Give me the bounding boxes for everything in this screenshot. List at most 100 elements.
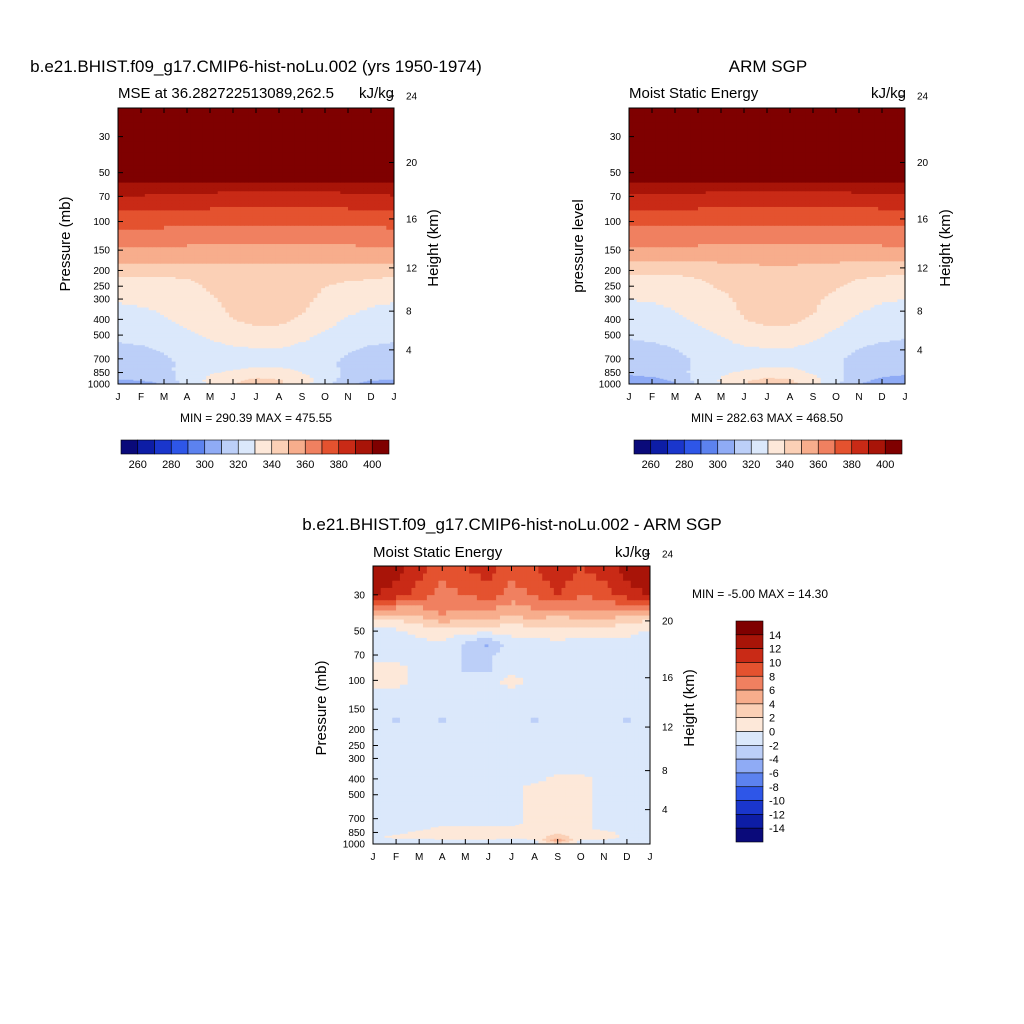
heatmap-cell bbox=[336, 357, 341, 360]
heatmap-cell bbox=[309, 339, 314, 343]
heatmap-cell bbox=[367, 284, 372, 287]
heatmap-cell bbox=[263, 309, 268, 313]
heatmap-cell bbox=[121, 347, 127, 350]
heatmap-cell bbox=[321, 362, 326, 365]
heatmap-cell bbox=[244, 344, 249, 347]
heatmap-cell bbox=[121, 294, 127, 297]
heatmap-cell bbox=[152, 353, 157, 356]
heatmap-cell bbox=[355, 353, 360, 356]
heatmap-cell bbox=[332, 372, 337, 374]
heatmap-cell bbox=[213, 338, 219, 341]
heatmap-cell bbox=[160, 353, 165, 356]
heatmap-cell bbox=[374, 329, 380, 332]
heatmap-cell bbox=[279, 290, 284, 294]
heatmap-cell bbox=[305, 379, 311, 381]
heatmap-cell bbox=[371, 367, 376, 370]
heatmap-cell bbox=[263, 376, 268, 378]
heatmap-cell bbox=[374, 382, 380, 384]
heatmap-cell bbox=[252, 351, 257, 354]
heatmap-cell bbox=[194, 373, 199, 375]
heatmap-cell bbox=[390, 351, 394, 354]
heatmap-cell bbox=[129, 353, 134, 356]
heatmap-cell bbox=[236, 278, 242, 281]
heatmap-cell bbox=[194, 314, 199, 318]
heatmap-cell bbox=[351, 373, 357, 375]
heatmap-cell bbox=[160, 351, 165, 354]
heatmap-cell bbox=[325, 298, 330, 303]
heatmap-cell bbox=[340, 351, 345, 354]
heatmap-cell bbox=[121, 366, 127, 369]
heatmap-cell bbox=[259, 380, 265, 382]
heatmap-cell bbox=[302, 338, 307, 341]
heatmap-cell bbox=[378, 369, 383, 371]
heatmap-cell bbox=[221, 369, 226, 371]
heatmap-cell bbox=[298, 314, 303, 318]
heatmap-cell bbox=[160, 343, 165, 346]
heatmap-cell bbox=[164, 377, 169, 379]
heatmap-cell bbox=[133, 339, 138, 343]
heatmap-cell bbox=[156, 346, 161, 349]
heatmap-cell bbox=[202, 338, 207, 341]
heatmap-cell bbox=[121, 319, 127, 322]
heatmap-cell bbox=[248, 289, 253, 292]
heatmap-cell bbox=[305, 309, 311, 313]
heatmap-cell bbox=[240, 284, 245, 287]
heatmap-cell bbox=[371, 311, 376, 315]
heatmap-cell bbox=[233, 323, 238, 326]
heatmap-cell bbox=[179, 374, 184, 376]
heatmap-cell bbox=[179, 272, 184, 275]
heatmap-cell bbox=[156, 379, 161, 381]
heatmap-cell bbox=[144, 376, 150, 378]
heatmap-cell bbox=[160, 282, 165, 285]
heatmap-cell bbox=[328, 341, 334, 344]
heatmap-cell bbox=[290, 325, 295, 328]
heatmap-cell bbox=[336, 372, 341, 374]
heatmap-cell bbox=[267, 339, 272, 343]
heatmap-cell bbox=[263, 289, 268, 292]
heatmap-cell bbox=[294, 329, 299, 332]
heatmap-cell bbox=[378, 325, 383, 328]
heatmap-cell bbox=[336, 378, 341, 380]
heatmap-cell bbox=[129, 367, 134, 370]
heatmap-cell bbox=[179, 353, 184, 356]
heatmap-cell bbox=[321, 287, 326, 290]
heatmap-cell bbox=[317, 289, 322, 292]
heatmap-cell bbox=[194, 316, 199, 320]
heatmap-cell bbox=[325, 332, 330, 336]
heatmap-cell bbox=[259, 327, 265, 330]
heatmap-cell bbox=[164, 380, 169, 382]
heatmap-cell bbox=[171, 358, 176, 361]
heatmap-cell bbox=[263, 362, 268, 365]
heatmap-cell bbox=[282, 287, 288, 290]
heatmap-cell bbox=[317, 297, 322, 300]
heatmap-cell bbox=[148, 334, 153, 338]
heatmap-cell bbox=[279, 374, 284, 376]
heatmap-cell bbox=[244, 284, 249, 287]
heatmap-cell bbox=[229, 350, 234, 353]
heatmap-cell bbox=[344, 339, 349, 343]
heatmap-cell bbox=[374, 280, 380, 283]
heatmap-cell bbox=[233, 370, 238, 372]
heatmap-cell bbox=[328, 314, 334, 318]
heatmap-cell bbox=[367, 338, 372, 341]
heatmap-cell bbox=[194, 354, 199, 357]
heatmap-cell bbox=[190, 360, 196, 363]
heatmap-cell bbox=[271, 341, 276, 344]
heatmap-cell bbox=[236, 357, 242, 360]
heatmap-cell bbox=[225, 351, 230, 354]
heatmap-cell bbox=[344, 321, 349, 324]
heatmap-cell bbox=[344, 360, 349, 363]
heatmap-cell bbox=[190, 372, 196, 374]
heatmap-cell bbox=[194, 381, 199, 384]
heatmap-cell bbox=[305, 284, 311, 287]
heatmap-cell bbox=[359, 323, 364, 326]
heatmap-cell bbox=[198, 280, 203, 283]
heatmap-cell bbox=[290, 366, 295, 369]
heatmap-cell bbox=[359, 367, 364, 370]
heatmap-cell bbox=[156, 323, 161, 326]
heatmap-cell bbox=[298, 316, 303, 320]
heatmap-cell bbox=[183, 306, 188, 311]
heatmap-cell bbox=[240, 373, 245, 375]
heatmap-cell bbox=[118, 373, 123, 375]
heatmap-cell bbox=[252, 336, 257, 339]
